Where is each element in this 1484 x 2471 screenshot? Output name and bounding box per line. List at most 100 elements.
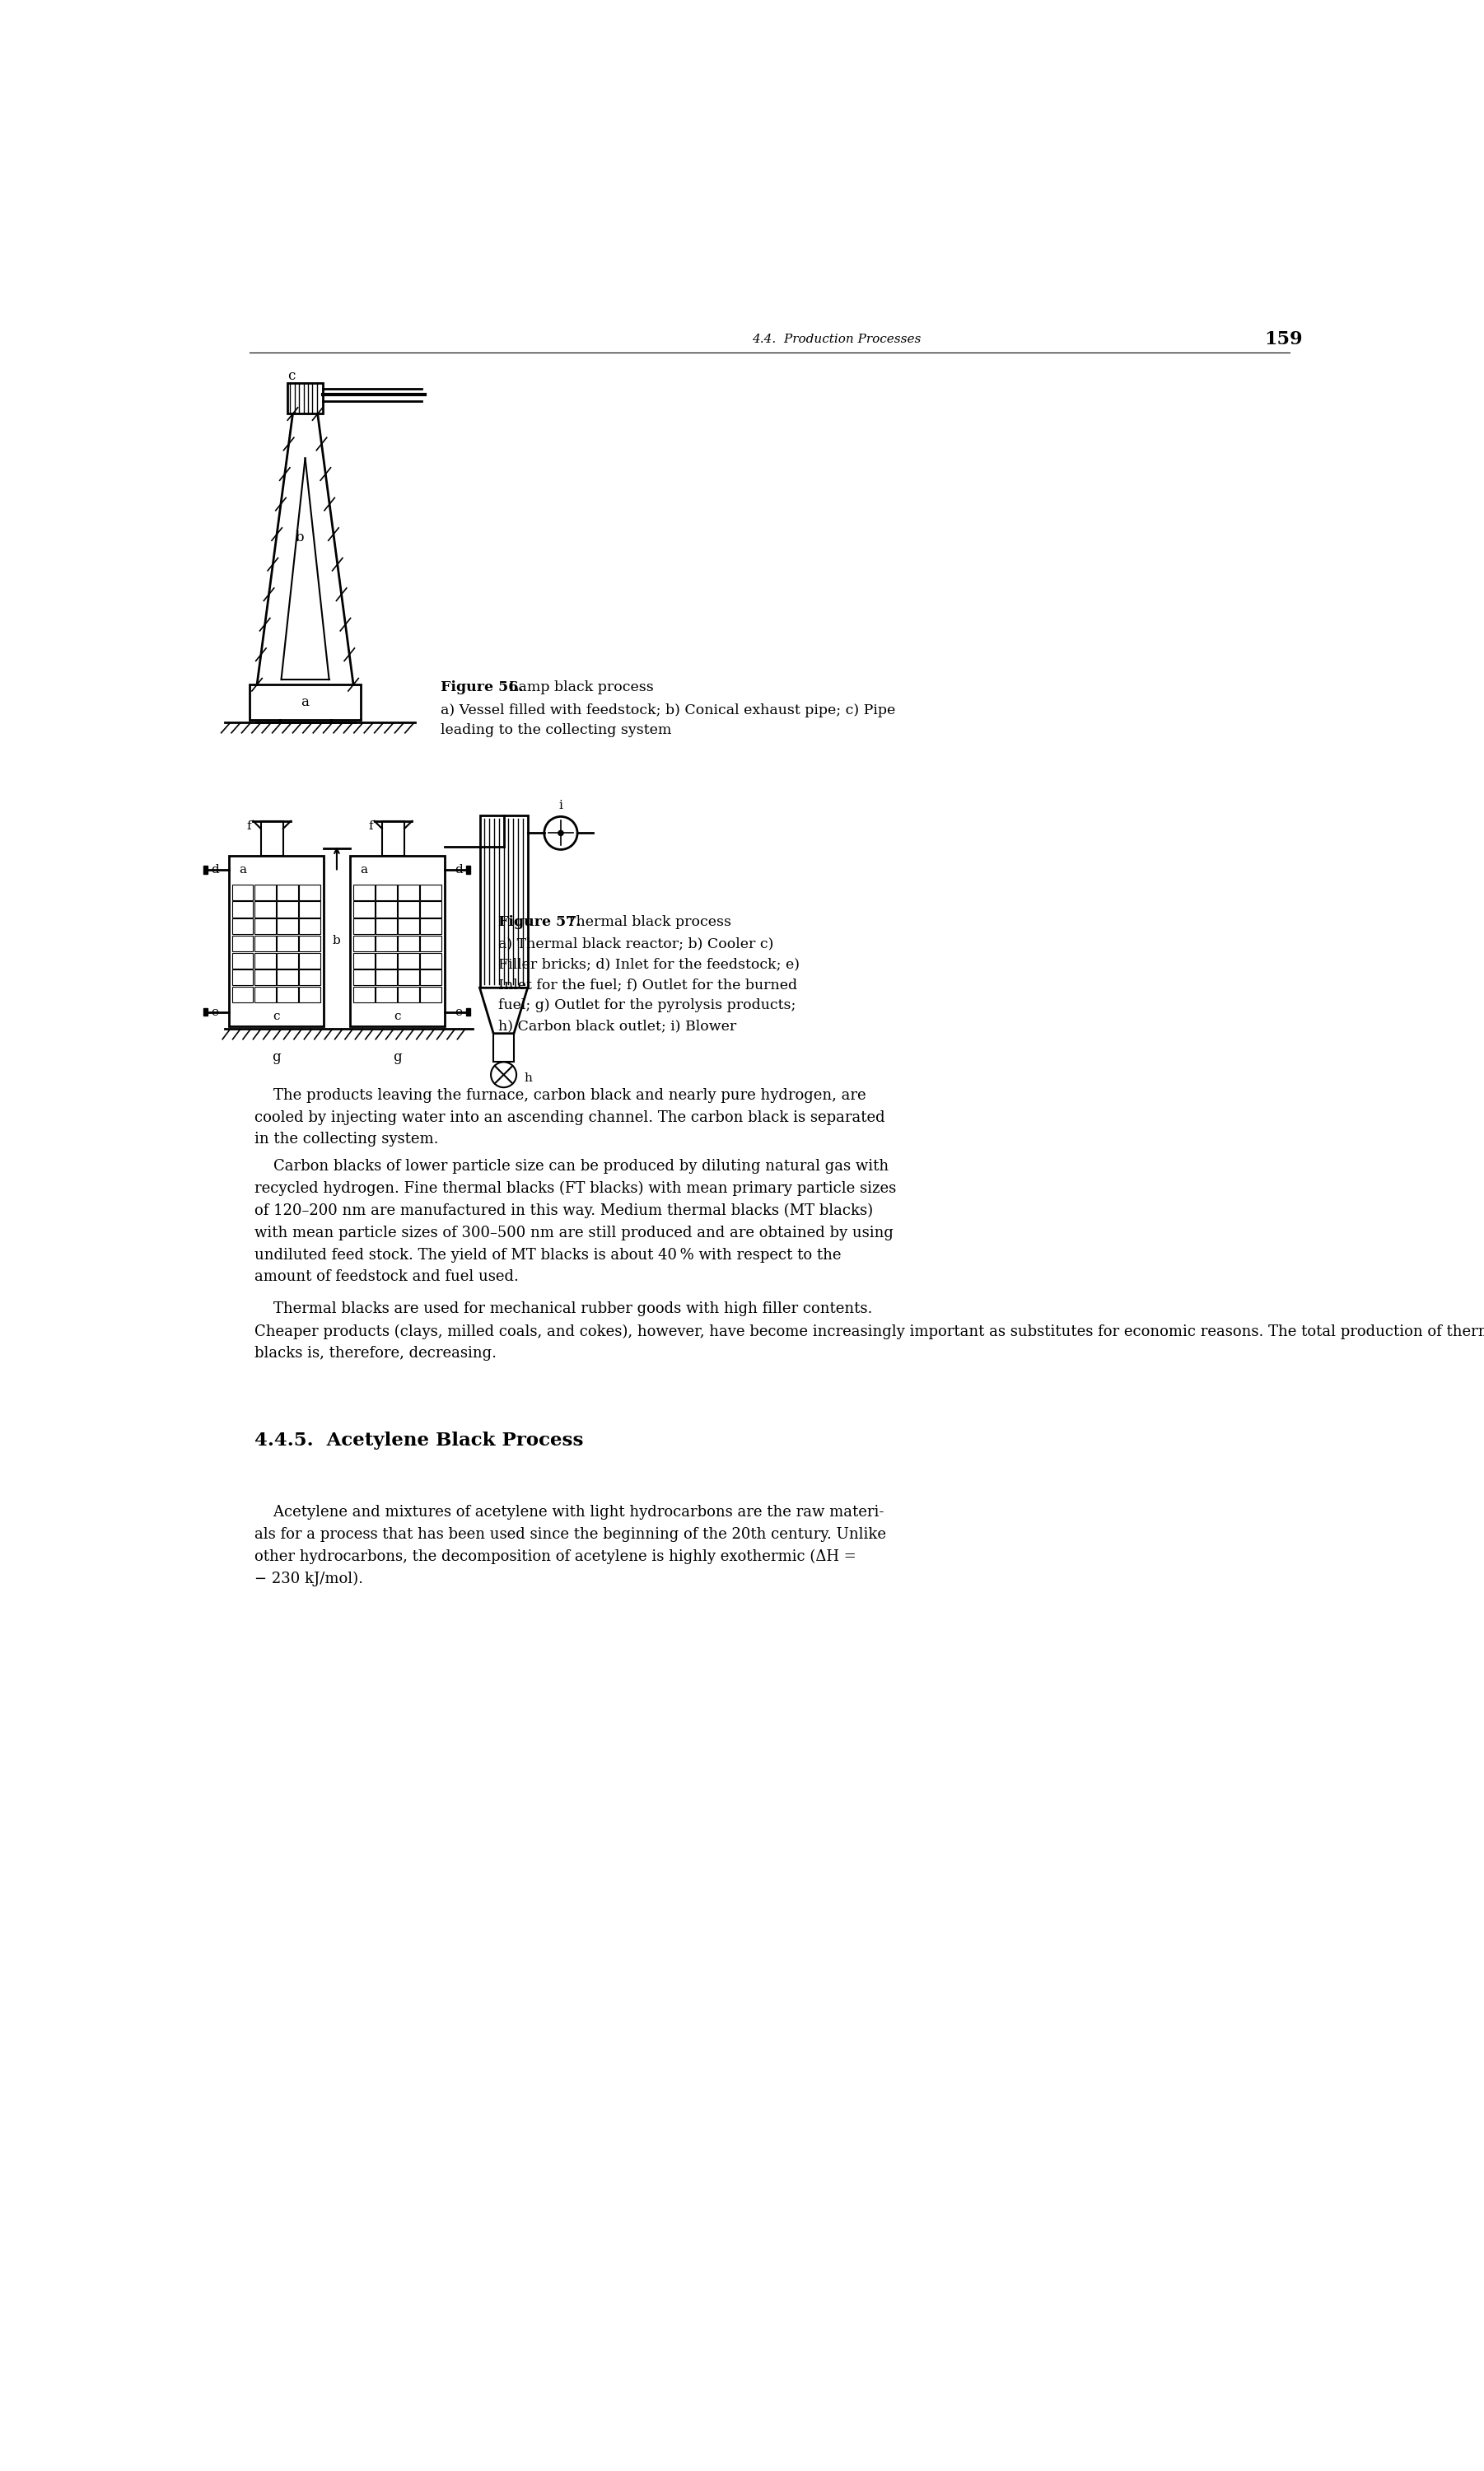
Bar <box>203 865 208 875</box>
Bar <box>278 919 298 934</box>
Bar <box>254 919 276 934</box>
Bar <box>278 902 298 917</box>
Bar <box>232 919 254 934</box>
Bar <box>229 855 324 1025</box>
Bar <box>203 1008 208 1016</box>
Text: e: e <box>211 1006 218 1018</box>
Bar <box>375 885 396 899</box>
Bar <box>375 986 396 1003</box>
Text: Figure 56.: Figure 56. <box>441 680 524 694</box>
Text: d: d <box>454 865 463 875</box>
Bar <box>254 885 276 899</box>
Text: 4.4.  Production Processes: 4.4. Production Processes <box>752 334 922 346</box>
Bar <box>232 954 254 969</box>
Bar <box>254 986 276 1003</box>
Text: Figure 57.: Figure 57. <box>499 914 580 929</box>
Bar <box>466 865 470 875</box>
Bar <box>353 919 374 934</box>
Text: Carbon blacks of lower particle size can be produced by diluting natural gas wit: Carbon blacks of lower particle size can… <box>254 1159 896 1285</box>
Bar <box>300 885 321 899</box>
Bar <box>375 919 396 934</box>
Bar <box>249 684 361 719</box>
Bar <box>375 954 396 969</box>
Bar <box>494 1033 513 1063</box>
Text: a: a <box>301 694 309 709</box>
Text: g: g <box>393 1050 402 1065</box>
Bar <box>288 383 322 413</box>
Bar <box>420 902 441 917</box>
Bar <box>232 969 254 986</box>
Text: g: g <box>272 1050 280 1065</box>
Bar <box>398 954 418 969</box>
Bar <box>479 815 528 988</box>
Circle shape <box>558 830 564 835</box>
Bar <box>381 820 405 855</box>
Bar <box>278 986 298 1003</box>
Text: e: e <box>456 1006 463 1018</box>
Bar <box>420 986 441 1003</box>
Bar <box>232 902 254 917</box>
Bar <box>353 902 374 917</box>
Text: b: b <box>332 934 341 946</box>
Text: f: f <box>368 820 372 833</box>
Bar <box>278 885 298 899</box>
Bar <box>232 986 254 1003</box>
Bar <box>232 937 254 951</box>
Text: d: d <box>211 865 218 875</box>
Bar <box>398 969 418 986</box>
Bar <box>353 954 374 969</box>
Bar <box>353 969 374 986</box>
Text: h: h <box>524 1072 531 1085</box>
Bar <box>300 902 321 917</box>
Bar <box>350 855 445 1025</box>
Bar <box>398 919 418 934</box>
Bar <box>278 954 298 969</box>
Text: 4.4.5.  Acetylene Black Process: 4.4.5. Acetylene Black Process <box>254 1431 583 1450</box>
Bar <box>254 902 276 917</box>
Bar <box>254 937 276 951</box>
Text: a: a <box>239 865 246 875</box>
Circle shape <box>545 815 577 850</box>
Text: i: i <box>559 801 562 810</box>
Text: a: a <box>361 865 368 875</box>
Text: The products leaving the furnace, carbon black and nearly pure hydrogen, are
coo: The products leaving the furnace, carbon… <box>254 1087 884 1147</box>
Bar <box>353 937 374 951</box>
Bar <box>398 885 418 899</box>
Bar <box>420 969 441 986</box>
Bar <box>300 986 321 1003</box>
Bar <box>398 986 418 1003</box>
Text: c: c <box>393 1011 401 1023</box>
Bar <box>420 919 441 934</box>
Text: f: f <box>246 820 252 833</box>
Bar <box>254 969 276 986</box>
Bar <box>278 937 298 951</box>
Text: 159: 159 <box>1264 331 1303 348</box>
Text: a) Vessel filled with feedstock; b) Conical exhaust pipe; c) Pipe
leading to the: a) Vessel filled with feedstock; b) Coni… <box>441 704 895 736</box>
Bar <box>300 969 321 986</box>
Text: c: c <box>273 1011 279 1023</box>
Text: Acetylene and mixtures of acetylene with light hydrocarbons are the raw materi-
: Acetylene and mixtures of acetylene with… <box>254 1505 886 1586</box>
Bar <box>353 986 374 1003</box>
Bar <box>300 937 321 951</box>
Bar <box>398 902 418 917</box>
Polygon shape <box>479 988 528 1033</box>
Bar <box>420 885 441 899</box>
Text: Thermal black process: Thermal black process <box>558 914 732 929</box>
Bar <box>420 937 441 951</box>
Bar <box>300 954 321 969</box>
Text: a) Thermal black reactor; b) Cooler c)
Filler bricks; d) Inlet for the feedstock: a) Thermal black reactor; b) Cooler c) F… <box>499 937 800 1033</box>
Text: Thermal blacks are used for mechanical rubber goods with high filler contents.
C: Thermal blacks are used for mechanical r… <box>254 1302 1484 1362</box>
Bar <box>278 969 298 986</box>
Bar <box>420 954 441 969</box>
Bar <box>254 954 276 969</box>
Bar <box>261 820 283 855</box>
Bar <box>466 1008 470 1016</box>
Text: b: b <box>295 531 304 544</box>
Bar <box>398 937 418 951</box>
Bar <box>353 885 374 899</box>
Text: Lamp black process: Lamp black process <box>500 680 654 694</box>
Bar <box>300 919 321 934</box>
Bar <box>375 902 396 917</box>
Bar <box>375 937 396 951</box>
Circle shape <box>491 1063 516 1087</box>
